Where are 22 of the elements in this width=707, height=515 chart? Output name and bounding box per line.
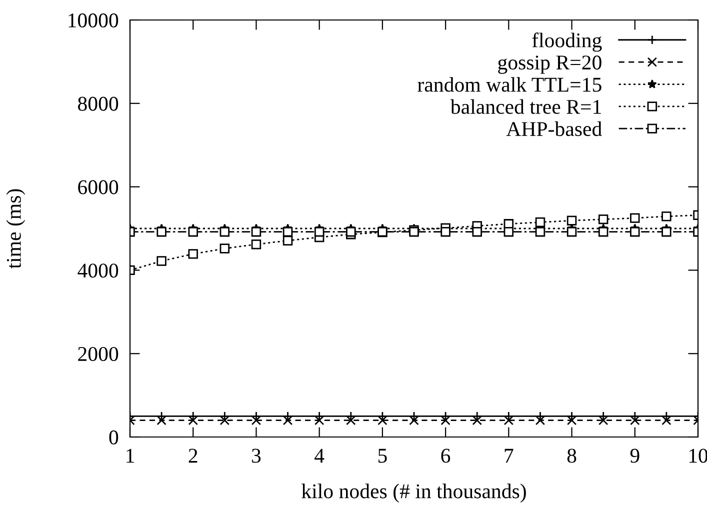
legend-label: random walk TTL=15	[418, 77, 602, 92]
y-axis-title: time (ms)	[6, 189, 26, 269]
x-tick-label: 7	[504, 448, 514, 463]
y-tick-label: 10000	[68, 13, 118, 28]
x-tick-label: 6	[441, 448, 450, 463]
x-tick-label: 8	[567, 448, 576, 463]
x-axis-title: kilo nodes (# in thousands)	[302, 484, 526, 503]
y-tick-label: 8000	[78, 96, 118, 111]
legend-label: flooding	[532, 32, 602, 52]
y-tick-label: 0	[109, 430, 118, 444]
legend-label: balanced tree R=1	[450, 99, 601, 114]
legend-label: AHP-based	[506, 121, 602, 136]
y-tick-label: 2000	[78, 346, 118, 362]
x-tick-label: 5	[378, 448, 387, 463]
x-tick-label: 9	[630, 448, 640, 463]
legend-label: gossip R=20	[498, 56, 602, 74]
x-tick-label: 3	[252, 448, 261, 463]
y-tick-label: 6000	[78, 180, 118, 194]
x-tick-label: 1	[126, 448, 134, 463]
x-tick-label: 4	[314, 448, 324, 463]
x-tick-label: 2	[188, 448, 198, 463]
y-tick-label: 4000	[78, 264, 118, 278]
